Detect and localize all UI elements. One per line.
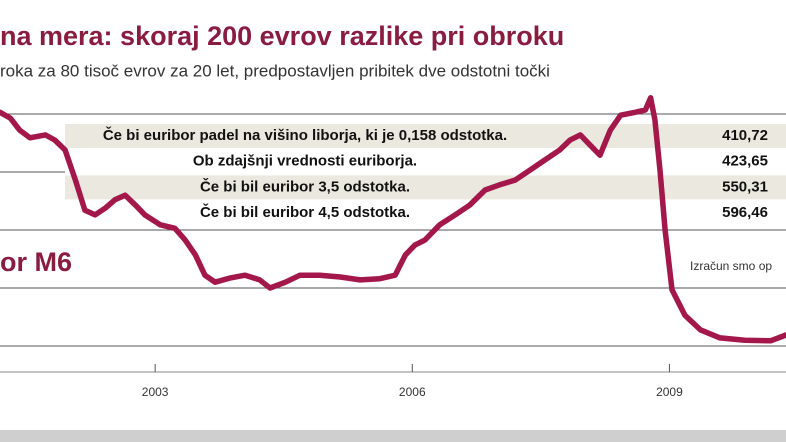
chart-subtitle: roka za 80 tisoč evrov za 20 let, predpo…	[0, 61, 550, 80]
table-label: Če bi euribor padel na višino liborja, k…	[103, 126, 507, 144]
data-line	[0, 95, 786, 344]
chart-title: na mera: skoraj 200 evrov razlike pri ob…	[0, 21, 564, 51]
table-row-band	[65, 201, 786, 226]
table-label: Če bi bil euribor 4,5 odstotka.	[200, 203, 410, 221]
table-value: 423,65	[722, 153, 768, 170]
annotation: Izračun smo op	[690, 259, 772, 273]
table-label: Ob zdajšnji vrednosti euriborja.	[193, 153, 417, 170]
table-row-band	[65, 149, 786, 174]
table-value: 596,46	[722, 204, 768, 221]
table-value: 410,72	[722, 127, 768, 144]
table-row-band	[65, 124, 786, 148]
series-label: or M6	[0, 247, 72, 277]
table-value: 550,31	[722, 178, 768, 195]
table-label: Če bi bil euribor 3,5 odstotka.	[200, 177, 410, 195]
footer-band	[0, 430, 786, 442]
x-tick-label: 2006	[399, 385, 426, 399]
table-row-band	[65, 175, 786, 200]
x-tick-label: 2009	[656, 385, 683, 399]
x-tick-label: 2003	[142, 385, 169, 399]
